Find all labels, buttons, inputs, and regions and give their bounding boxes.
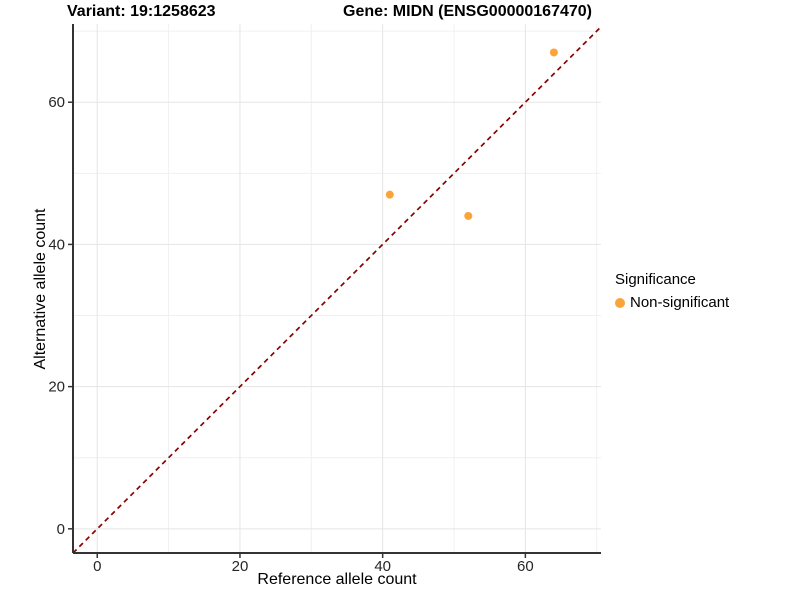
legend-item-label: Non-significant [630,294,730,311]
legend-item-non-significant: Non-significant [615,294,729,311]
x-tick-label: 20 [232,558,249,575]
legend-point-icon [615,297,625,308]
data-point [464,211,473,220]
y-tick-label: 20 [48,379,65,396]
identity-dashed-line [72,26,602,554]
plot-title-variant: Variant: 19:1258623 [67,3,216,20]
y-tick-label: 0 [57,521,65,538]
y-axis-label: Alternative allele count [32,208,49,370]
x-tick-label: 60 [517,558,534,575]
y-tick-label: 60 [48,94,65,111]
x-tick-label: 40 [374,558,391,575]
legend-title: Significance [615,271,696,288]
data-point [549,48,558,57]
legend: Significance Non-significant [615,271,729,311]
plot-title-gene: Gene: MIDN (ENSG00000167470) [343,3,592,20]
data-point [385,190,394,199]
x-tick-label: 0 [93,558,101,575]
y-tick-label: 40 [48,236,65,253]
x-axis-label: Reference allele count [257,571,417,588]
